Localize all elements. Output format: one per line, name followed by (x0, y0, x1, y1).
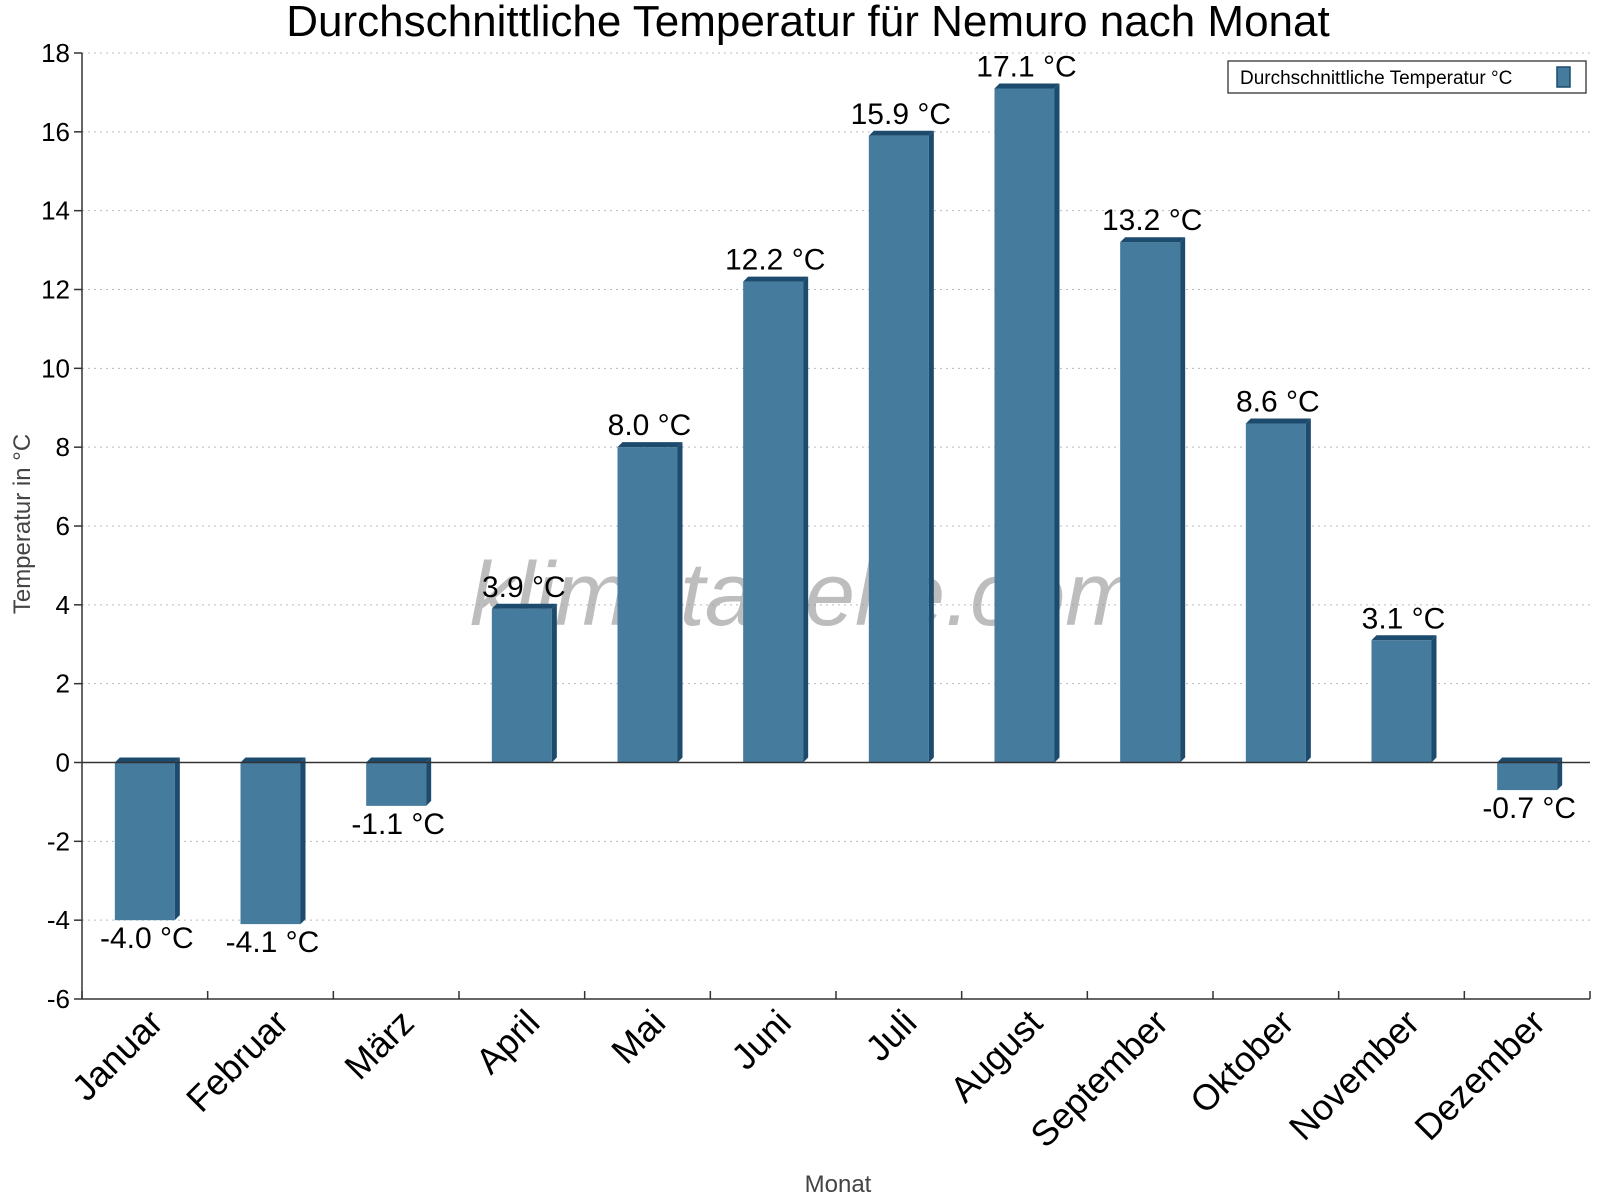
bar-face (366, 762, 427, 806)
data-label: 17.1 °C (976, 50, 1076, 83)
y-axis-title: Temperatur in °C (9, 434, 36, 614)
y-tick-label: 8 (56, 432, 70, 462)
y-tick-label: 14 (41, 196, 70, 226)
bar-side (677, 442, 683, 763)
data-label: -1.1 °C (351, 808, 445, 841)
x-tick-label: Juli (857, 1002, 924, 1069)
value-labels: -4.0 °C -4.1 °C -1.1 °C 3.9 °C 8.0 °C 12.2 °C… (100, 50, 1576, 959)
bar-side (928, 130, 934, 763)
bar-top (240, 757, 306, 763)
bar-top (491, 603, 557, 609)
bars (114, 83, 1563, 925)
bar-face (491, 608, 552, 763)
bar-face (868, 135, 929, 763)
bar-side (174, 757, 180, 921)
bar-side (426, 757, 432, 806)
y-tick-label: 2 (56, 669, 70, 699)
bar-face (617, 447, 678, 763)
bar-top (1245, 418, 1311, 424)
bar-face (1245, 423, 1306, 763)
bar-face (240, 762, 301, 925)
data-label: 8.0 °C (608, 409, 692, 442)
x-axis-title: Monat (805, 1171, 872, 1198)
bar-top (994, 83, 1060, 89)
y-tick-label: -4 (47, 905, 70, 935)
data-label: 12.2 °C (725, 244, 825, 277)
bar (1497, 757, 1563, 791)
y-tick-label: 6 (56, 511, 70, 541)
bar (1371, 635, 1437, 763)
data-label: 8.6 °C (1236, 386, 1320, 419)
bar-top (743, 276, 809, 282)
y-tick-label: 10 (41, 353, 70, 383)
bar-face (114, 762, 175, 921)
data-label: 3.1 °C (1362, 602, 1446, 635)
y-tick-label: 4 (56, 590, 70, 620)
bar (366, 757, 432, 806)
x-tick-label: Oktober (1182, 1002, 1302, 1122)
bar-side (803, 276, 809, 763)
x-tick-label: Mai (603, 1002, 673, 1072)
data-label: 13.2 °C (1102, 204, 1202, 237)
x-tick-label: Dezember (1406, 1002, 1552, 1148)
y-tick-label: 18 (41, 38, 70, 68)
bar-face (1120, 242, 1181, 763)
legend-label: Durchschnittliche Temperatur °C (1240, 68, 1512, 89)
bar-side (1557, 757, 1563, 791)
bar (743, 276, 809, 763)
bar-top (617, 442, 683, 448)
bar-top (114, 757, 180, 763)
bar (617, 442, 683, 763)
data-label: 3.9 °C (482, 571, 566, 604)
bar (868, 130, 934, 763)
x-tick-label: Juni (723, 1002, 799, 1078)
bar-face (994, 88, 1055, 763)
bar-top (1371, 635, 1437, 641)
bar-face (743, 281, 804, 763)
x-tick-label: August (942, 1002, 1050, 1110)
bar-face (1497, 762, 1558, 791)
x-tick-label: November (1281, 1002, 1427, 1148)
y-tick-label: -2 (47, 826, 70, 856)
y-tick-label: 0 (56, 748, 70, 778)
bar-top (868, 130, 934, 136)
bar-side (1431, 635, 1437, 763)
chart-title: Durchschnittliche Temperatur für Nemuro … (286, 0, 1329, 46)
x-tick-label: April (468, 1002, 548, 1082)
x-tick-label: März (336, 1002, 422, 1088)
data-label: -0.7 °C (1482, 792, 1576, 825)
bar-side (1180, 237, 1186, 763)
bar (1120, 237, 1186, 763)
bar-side (551, 603, 557, 763)
x-tick-label: September (1022, 1002, 1176, 1156)
bar-side (1054, 83, 1060, 763)
y-tick-label: 16 (41, 117, 70, 147)
legend: Durchschnittliche Temperatur °C (1227, 60, 1587, 94)
bar (1245, 418, 1311, 763)
bar-top (366, 757, 432, 763)
legend-swatch (1556, 66, 1571, 88)
bar-top (1120, 237, 1186, 243)
bar-side (1305, 418, 1311, 763)
y-tick-label: 12 (41, 275, 70, 305)
data-label: -4.1 °C (226, 926, 320, 959)
bar-side (300, 757, 306, 925)
bar (240, 757, 306, 925)
bar (994, 83, 1060, 763)
bar-top (1497, 757, 1563, 763)
x-tick-label: Februar (178, 1002, 296, 1120)
bar-face (1371, 640, 1432, 763)
x-tick-label: Januar (64, 1002, 171, 1109)
data-label: 15.9 °C (851, 98, 951, 131)
bar (114, 757, 180, 921)
grid (82, 52, 1590, 1000)
y-tick-label: -6 (47, 984, 70, 1014)
data-label: -4.0 °C (100, 922, 194, 955)
bar (491, 603, 557, 763)
